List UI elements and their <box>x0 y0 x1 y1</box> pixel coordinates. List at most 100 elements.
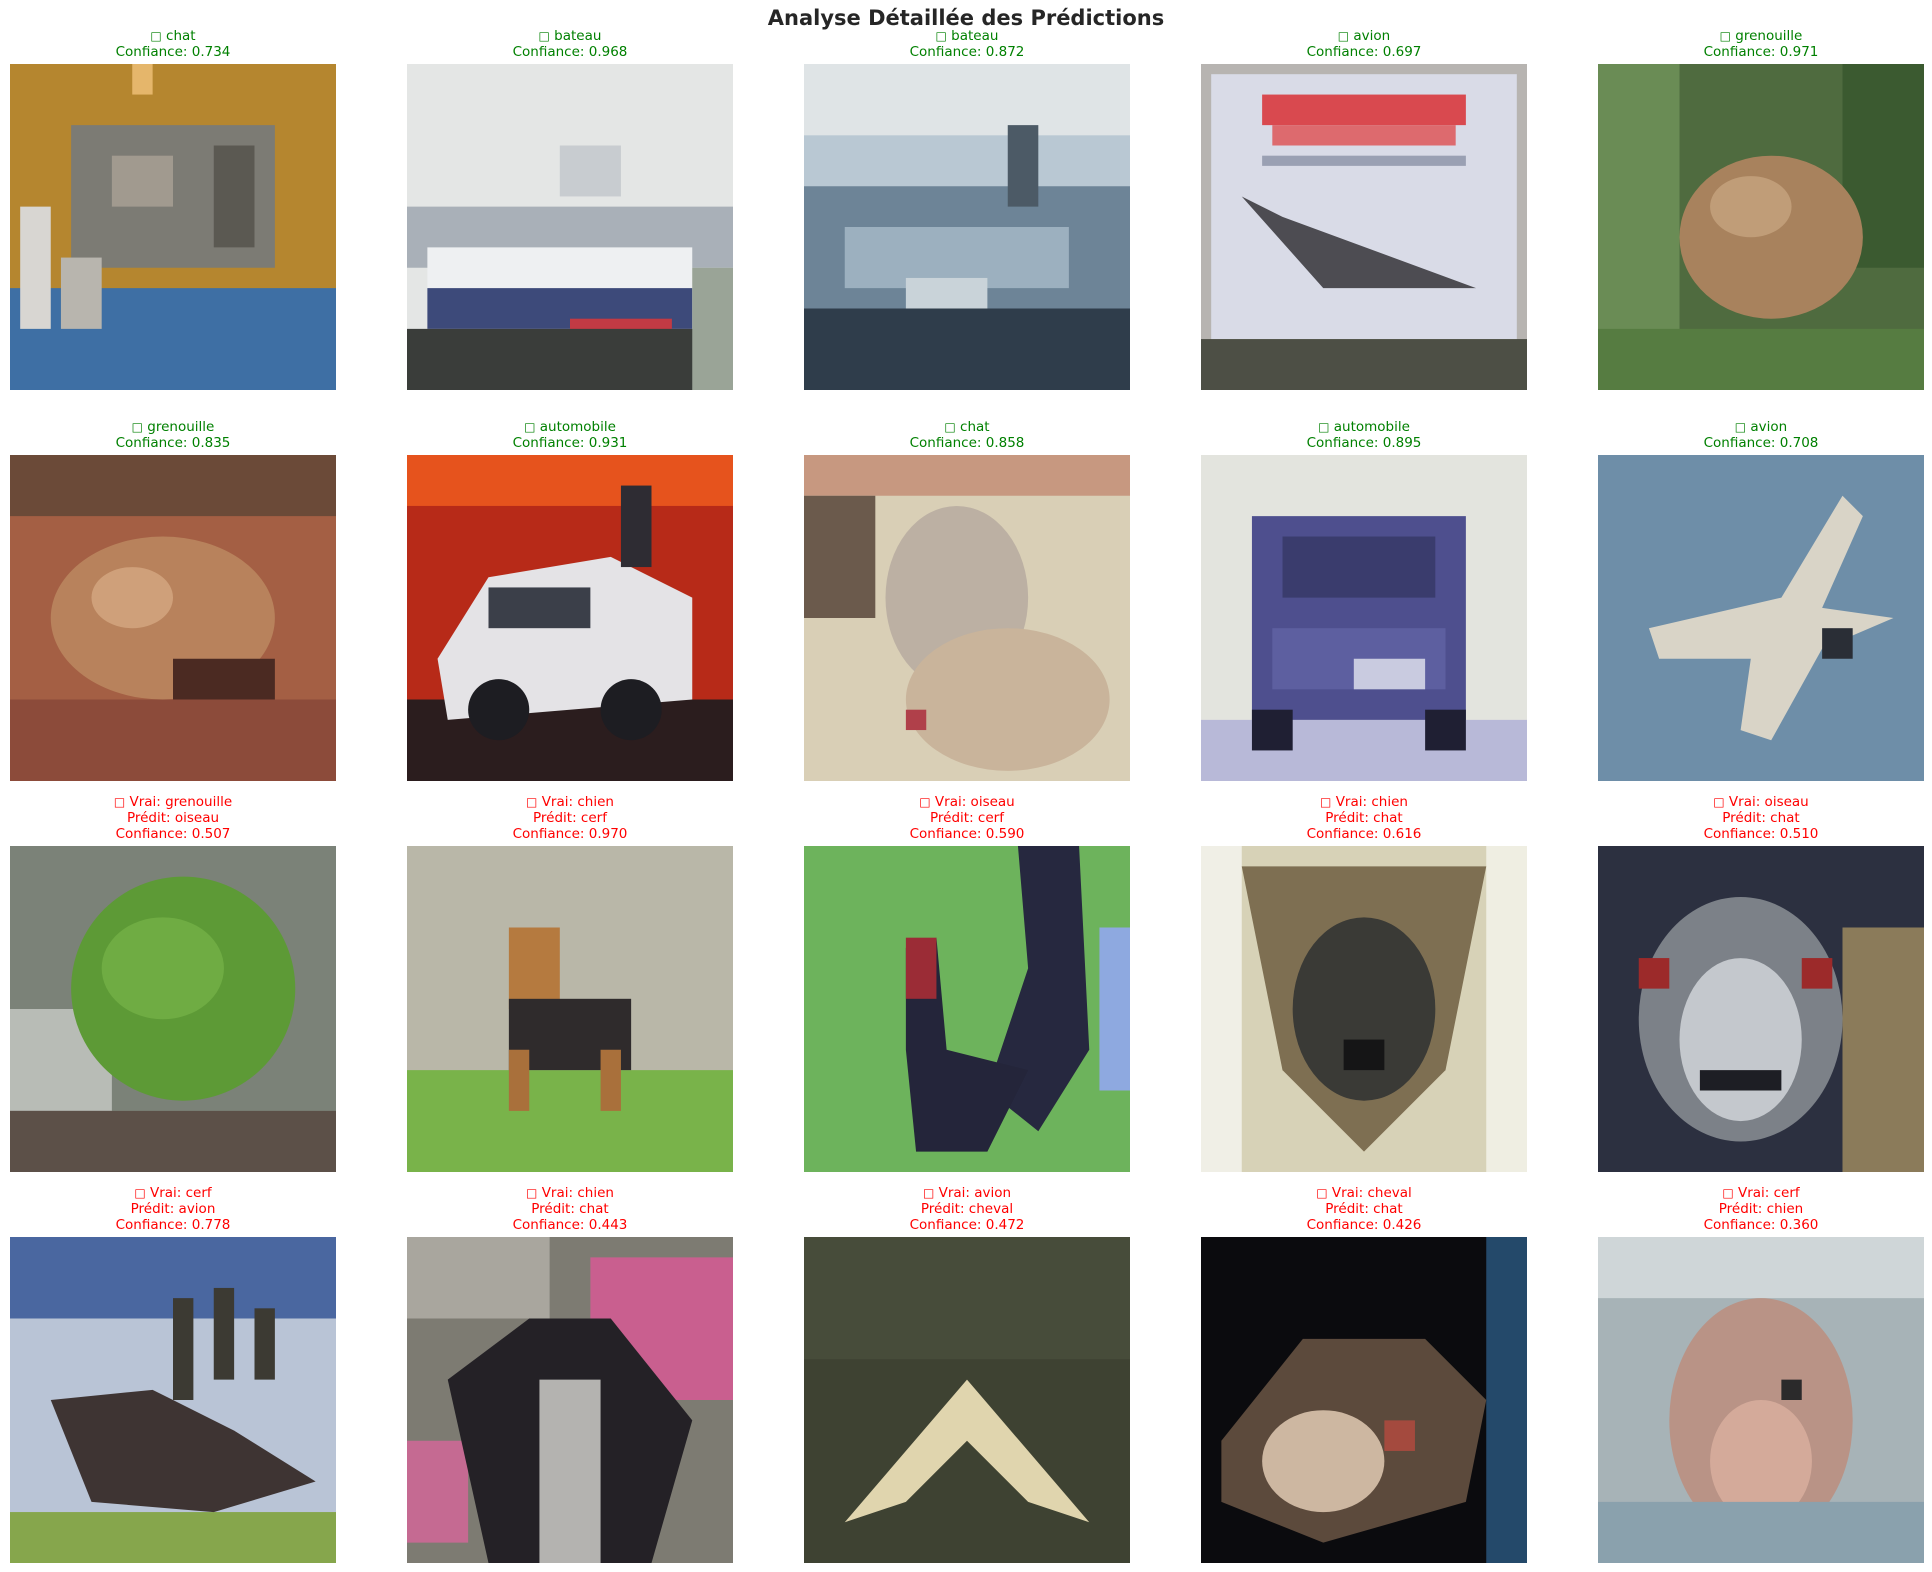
confidence-text: Confiance: 0.360 <box>1703 1217 1819 1233</box>
predicted-label: Prédit: chat <box>1325 810 1403 826</box>
caption-line-true: □ Vrai: chien <box>377 794 763 810</box>
dog-image <box>407 846 733 1172</box>
predicted-label: automobile <box>1333 419 1410 435</box>
status-icon: □ <box>922 1186 935 1200</box>
caption-line-label: □ chat <box>0 28 366 44</box>
true-label: Vrai: chien <box>1335 794 1408 810</box>
confidence-text: Confiance: 0.968 <box>512 44 628 60</box>
confidence-text: Confiance: 0.697 <box>1306 44 1422 60</box>
confidence-text: Confiance: 0.510 <box>1703 826 1819 842</box>
frog-image <box>1598 64 1924 390</box>
confidence-text: Confiance: 0.931 <box>512 435 628 451</box>
predicted-label: Prédit: cerf <box>533 810 607 826</box>
true-label: Vrai: cheval <box>1331 1185 1412 1201</box>
prediction-caption: □ Vrai: oiseau Prédit: cerf Confiance: 0… <box>774 794 1160 842</box>
cat-image <box>10 64 336 390</box>
predicted-label: avion <box>1750 419 1788 435</box>
car-image <box>1201 455 1527 781</box>
predicted-label: grenouille <box>147 419 215 435</box>
airplane-image <box>1598 455 1924 781</box>
status-icon: □ <box>131 420 143 434</box>
car-image <box>407 455 733 781</box>
frog-image <box>10 846 336 1172</box>
caption-line-label: □ grenouille <box>1568 28 1932 44</box>
caption-line-label: □ avion <box>1568 419 1932 435</box>
status-icon: □ <box>1318 420 1330 434</box>
prediction-caption: □ Vrai: cheval Prédit: chat Confiance: 0… <box>1171 1185 1557 1233</box>
confidence-text: Confiance: 0.443 <box>512 1217 628 1233</box>
status-icon: □ <box>1734 420 1747 434</box>
dog-image <box>1201 846 1527 1172</box>
caption-line-true: □ Vrai: grenouille <box>0 794 366 810</box>
prediction-caption: □ chat Confiance: 0.858 <box>774 419 1160 451</box>
prediction-caption: □ Vrai: chien Prédit: chat Confiance: 0.… <box>1171 794 1557 842</box>
confidence-text: Confiance: 0.971 <box>1703 44 1819 60</box>
status-icon: □ <box>1316 1186 1328 1200</box>
prediction-caption: □ automobile Confiance: 0.931 <box>377 419 763 451</box>
prediction-caption: □ Vrai: cerf Prédit: avion Confiance: 0.… <box>0 1185 366 1233</box>
prediction-caption: □ bateau Confiance: 0.968 <box>377 28 763 60</box>
predicted-label: Prédit: oiseau <box>126 810 220 826</box>
status-icon: □ <box>1713 795 1725 809</box>
predicted-label: Prédit: chat <box>531 1201 609 1217</box>
ship-image <box>407 64 733 390</box>
bird-image <box>1598 846 1924 1172</box>
predicted-label: Prédit: chat <box>1722 810 1800 826</box>
prediction-caption: □ avion Confiance: 0.708 <box>1568 419 1932 451</box>
confidence-text: Confiance: 0.472 <box>909 1217 1025 1233</box>
confidence-text: Confiance: 0.426 <box>1306 1217 1422 1233</box>
airplane-image <box>1201 64 1527 390</box>
predicted-label: Prédit: chien <box>1718 1201 1804 1217</box>
status-icon: □ <box>526 1186 538 1200</box>
caption-line-label: □ bateau <box>377 28 763 44</box>
caption-line-label: □ grenouille <box>0 419 366 435</box>
predicted-label: Prédit: chat <box>1325 1201 1403 1217</box>
predicted-label: Prédit: cerf <box>930 810 1004 826</box>
true-label: Vrai: avion <box>938 1185 1012 1201</box>
true-label: Vrai: cerf <box>149 1185 212 1201</box>
caption-line-true: □ Vrai: cerf <box>0 1185 366 1201</box>
true-label: Vrai: grenouille <box>129 794 233 810</box>
true-label: Vrai: cerf <box>1737 1185 1800 1201</box>
caption-line-true: □ Vrai: cheval <box>1171 1185 1557 1201</box>
caption-line-label: □ automobile <box>1171 419 1557 435</box>
predicted-label: bateau <box>554 28 602 44</box>
caption-line-true: □ Vrai: chien <box>1171 794 1557 810</box>
caption-line-true: □ Vrai: cerf <box>1568 1185 1932 1201</box>
status-icon: □ <box>134 1186 146 1200</box>
status-icon: □ <box>150 29 162 43</box>
status-icon: □ <box>113 795 126 809</box>
prediction-caption: □ automobile Confiance: 0.895 <box>1171 419 1557 451</box>
confidence-text: Confiance: 0.734 <box>115 44 231 60</box>
prediction-caption: □ Vrai: chien Prédit: chat Confiance: 0.… <box>377 1185 763 1233</box>
status-icon: □ <box>538 29 550 43</box>
prediction-caption: □ Vrai: chien Prédit: cerf Confiance: 0.… <box>377 794 763 842</box>
status-icon: □ <box>1719 29 1731 43</box>
confidence-text: Confiance: 0.835 <box>115 435 231 451</box>
caption-line-label: □ chat <box>774 419 1160 435</box>
caption-line-label: □ avion <box>1171 28 1557 44</box>
figure-title: Analyse Détaillée des Prédictions <box>767 6 1165 30</box>
confidence-text: Confiance: 0.895 <box>1306 435 1422 451</box>
prediction-caption: □ Vrai: grenouille Prédit: oiseau Confia… <box>0 794 366 842</box>
dog-image <box>407 1237 733 1563</box>
ship-image <box>804 64 1130 390</box>
cat-image <box>804 455 1130 781</box>
prediction-caption: □ avion Confiance: 0.697 <box>1171 28 1557 60</box>
status-icon: □ <box>944 420 956 434</box>
true-label: Vrai: oiseau <box>934 794 1015 810</box>
predicted-label: Prédit: cheval <box>920 1201 1014 1217</box>
predicted-label: bateau <box>951 28 999 44</box>
confidence-text: Confiance: 0.858 <box>909 435 1025 451</box>
confidence-text: Confiance: 0.778 <box>115 1217 231 1233</box>
status-icon: □ <box>524 420 536 434</box>
confidence-text: Confiance: 0.708 <box>1703 435 1819 451</box>
prediction-caption: □ bateau Confiance: 0.872 <box>774 28 1160 60</box>
confidence-text: Confiance: 0.970 <box>512 826 628 842</box>
status-icon: □ <box>1320 795 1332 809</box>
predicted-label: chat <box>166 28 196 44</box>
caption-line-true: □ Vrai: oiseau <box>774 794 1160 810</box>
status-icon: □ <box>935 29 947 43</box>
status-icon: □ <box>1337 29 1350 43</box>
predicted-label: Prédit: avion <box>130 1201 216 1217</box>
